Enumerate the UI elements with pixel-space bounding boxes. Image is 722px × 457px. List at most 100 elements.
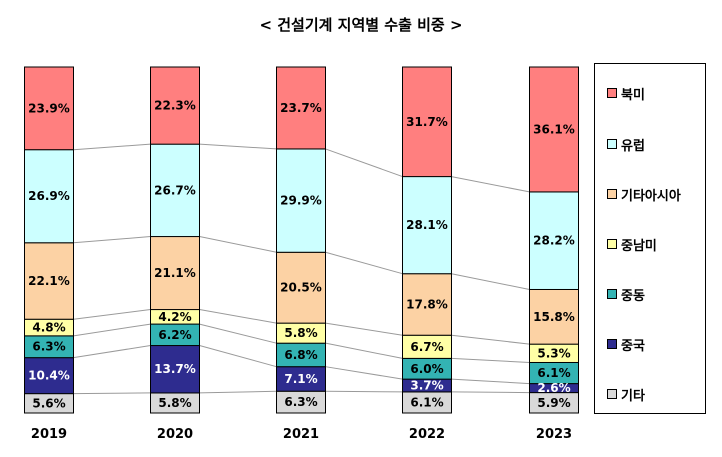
series-connector-lines <box>73 143 530 395</box>
data-label: 5.9% <box>537 396 570 410</box>
bar-segment <box>402 273 452 336</box>
legend-swatch <box>607 239 617 249</box>
data-label: 4.8% <box>32 321 65 335</box>
bar-segment <box>150 345 200 394</box>
series-connector <box>451 334 530 345</box>
legend-item: 기타 <box>607 385 645 404</box>
bar-segment <box>150 143 200 238</box>
data-label: 36.1% <box>533 122 575 136</box>
data-label: 26.9% <box>28 189 70 203</box>
data-label: 6.7% <box>410 340 443 354</box>
legend-label: 기타아시아 <box>621 188 681 204</box>
data-label: 22.1% <box>28 274 70 288</box>
data-label: 15.8% <box>533 310 575 324</box>
chart-title: < 건설기계 지역별 수출 비중 > <box>259 16 463 34</box>
legend-label: 중국 <box>621 338 645 354</box>
series-connector <box>199 309 277 324</box>
series-connector <box>73 392 151 395</box>
series-connector <box>325 342 403 359</box>
data-label: 5.3% <box>537 346 570 360</box>
data-label: 10.4% <box>28 369 70 383</box>
series-connector <box>325 148 403 178</box>
data-label: 6.3% <box>284 395 317 409</box>
data-labels: 5.6% 10.4% 6.3% 4.8% 22.1% 26.9% 23.9% 5.8% 13.7… <box>28 99 575 411</box>
data-label: 7.1% <box>284 372 317 386</box>
legend-swatch <box>607 389 617 399</box>
data-label: 17.8% <box>406 297 448 311</box>
data-label: 29.9% <box>280 194 322 208</box>
data-label: 6.2% <box>158 328 191 342</box>
series-connector <box>451 378 530 385</box>
legend-label: 중남미 <box>621 238 657 254</box>
data-label: 6.0% <box>410 362 443 376</box>
bar-segment <box>529 66 579 193</box>
legend-item: 유럽 <box>607 135 645 154</box>
data-label: 23.9% <box>28 101 70 115</box>
bar-segment <box>276 251 326 324</box>
bars <box>24 66 579 414</box>
series-connector <box>73 309 151 320</box>
x-tick-label: 2019 <box>31 427 67 442</box>
x-tick-label: 2022 <box>409 427 445 442</box>
series-connector <box>451 391 530 394</box>
legend-item: 중동 <box>607 285 645 304</box>
bar-segment <box>276 66 326 150</box>
data-label: 31.7% <box>406 115 448 129</box>
legend-swatch <box>607 88 617 98</box>
legend-label: 북미 <box>621 87 645 103</box>
x-axis-labels: 2019 2020 2021 2022 2023 <box>31 427 572 442</box>
legend-item: 중남미 <box>607 235 657 254</box>
data-label: 6.8% <box>284 348 317 362</box>
data-label: 28.2% <box>533 234 575 248</box>
data-label: 20.5% <box>280 281 322 295</box>
bar-segment <box>24 149 74 244</box>
series-connector <box>199 236 277 253</box>
series-connector <box>199 323 277 344</box>
legend-item: 기타아시아 <box>607 185 681 204</box>
legend-item: 북미 <box>607 84 645 103</box>
legend-swatch <box>607 339 617 349</box>
series-connector <box>73 345 151 359</box>
legend-label: 기타 <box>621 388 645 404</box>
data-label: 6.1% <box>537 366 570 380</box>
data-label: 2.6% <box>537 381 570 395</box>
series-connector <box>325 251 403 275</box>
series-connector <box>325 322 403 336</box>
bar-segment <box>276 148 326 253</box>
bar-segment <box>150 66 200 145</box>
bar-segment <box>276 366 326 392</box>
series-connector <box>199 345 277 368</box>
series-connector <box>451 176 530 193</box>
legend-swatch <box>607 139 617 149</box>
bar-segment <box>402 66 452 178</box>
data-label: 26.7% <box>154 183 196 197</box>
series-connector <box>199 390 277 394</box>
bar-segment <box>24 357 74 395</box>
data-label: 22.3% <box>154 99 196 113</box>
data-label: 23.7% <box>280 101 322 115</box>
legend-label: 중동 <box>621 288 645 304</box>
data-label: 5.8% <box>158 396 191 410</box>
bar-segment <box>150 236 200 311</box>
legend-swatch <box>607 289 617 299</box>
series-connector <box>325 366 403 380</box>
legend-label: 유럽 <box>621 138 645 154</box>
series-connector <box>73 323 151 337</box>
series-connector <box>73 143 151 151</box>
bar-segment <box>24 242 74 320</box>
bar-segment <box>24 66 74 151</box>
data-label: 4.2% <box>158 310 191 324</box>
bar-segment <box>529 288 579 345</box>
series-connector <box>451 357 530 363</box>
legend-item: 중국 <box>607 335 645 354</box>
data-label: 3.7% <box>410 379 443 393</box>
data-label: 5.6% <box>32 396 65 410</box>
data-label: 6.3% <box>32 340 65 354</box>
x-tick-label: 2021 <box>283 427 319 442</box>
data-label: 21.1% <box>154 266 196 280</box>
series-connector <box>325 390 403 393</box>
series-connector <box>73 236 151 244</box>
legend-swatch <box>607 189 617 199</box>
